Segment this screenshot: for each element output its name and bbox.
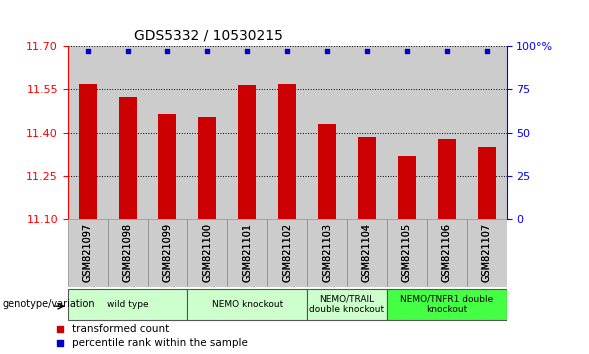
Bar	[318, 124, 336, 219]
Text: percentile rank within the sample: percentile rank within the sample	[72, 338, 247, 348]
Text: genotype/variation: genotype/variation	[3, 299, 95, 309]
Bar	[79, 84, 97, 219]
Text: GSM821097: GSM821097	[82, 223, 92, 282]
Bar	[239, 85, 256, 219]
FancyBboxPatch shape	[108, 219, 147, 287]
Text: GSM821107: GSM821107	[482, 223, 492, 282]
Text: GSM821098: GSM821098	[123, 223, 133, 282]
Text: GSM821102: GSM821102	[282, 223, 292, 282]
Text: GSM821100: GSM821100	[203, 223, 213, 282]
Text: wild type: wild type	[107, 300, 148, 309]
Point	[317, 269, 327, 275]
Text: GSM821101: GSM821101	[242, 223, 252, 282]
Bar	[427, 46, 466, 219]
Text: NEMO/TNFR1 double
knockout: NEMO/TNFR1 double knockout	[400, 295, 494, 314]
Point	[362, 48, 372, 54]
Bar	[147, 46, 187, 219]
Text: GSM821101: GSM821101	[242, 223, 252, 282]
Text: GSM821103: GSM821103	[322, 223, 332, 282]
FancyBboxPatch shape	[68, 219, 108, 287]
Text: GSM821104: GSM821104	[362, 223, 372, 282]
Bar	[358, 137, 376, 219]
FancyBboxPatch shape	[267, 219, 307, 287]
FancyBboxPatch shape	[466, 219, 507, 287]
Bar	[387, 46, 427, 219]
Text: GSM821103: GSM821103	[322, 223, 332, 282]
Point	[317, 141, 327, 146]
Bar	[478, 147, 495, 219]
Point	[243, 48, 252, 54]
FancyBboxPatch shape	[427, 219, 466, 287]
FancyBboxPatch shape	[307, 289, 387, 320]
Text: GSM821099: GSM821099	[163, 223, 173, 282]
Text: GDS5332 / 10530215: GDS5332 / 10530215	[134, 28, 283, 42]
Point	[163, 48, 172, 54]
Text: NEMO/TRAIL
double knockout: NEMO/TRAIL double knockout	[309, 295, 385, 314]
Bar	[466, 46, 507, 219]
Bar	[227, 46, 267, 219]
Bar	[347, 46, 387, 219]
Point	[402, 48, 412, 54]
Point	[83, 48, 92, 54]
Text: GSM821098: GSM821098	[123, 223, 133, 282]
Point	[442, 48, 451, 54]
FancyBboxPatch shape	[387, 219, 427, 287]
Text: GSM821097: GSM821097	[82, 223, 92, 282]
Point	[322, 48, 332, 54]
Bar	[438, 138, 456, 219]
FancyBboxPatch shape	[307, 219, 347, 287]
Bar	[278, 84, 296, 219]
Text: GSM821104: GSM821104	[362, 223, 372, 282]
Text: GSM821106: GSM821106	[442, 223, 452, 282]
Bar	[68, 46, 108, 219]
Point	[123, 48, 133, 54]
FancyBboxPatch shape	[387, 289, 507, 320]
Text: GSM821100: GSM821100	[203, 223, 213, 282]
Text: transformed count: transformed count	[72, 324, 169, 334]
Text: GSM821105: GSM821105	[402, 223, 412, 282]
Bar	[118, 97, 137, 219]
FancyBboxPatch shape	[187, 219, 227, 287]
Text: GSM821105: GSM821105	[402, 223, 412, 282]
Bar	[187, 46, 227, 219]
Point	[482, 48, 491, 54]
Bar	[307, 46, 347, 219]
Point	[203, 48, 212, 54]
Text: GSM821106: GSM821106	[442, 223, 452, 282]
FancyBboxPatch shape	[187, 289, 307, 320]
Text: NEMO knockout: NEMO knockout	[211, 300, 283, 309]
Bar	[108, 46, 147, 219]
FancyBboxPatch shape	[347, 219, 387, 287]
Bar	[267, 46, 307, 219]
Text: GSM821107: GSM821107	[482, 223, 492, 282]
Bar	[198, 117, 216, 219]
Bar	[158, 114, 177, 219]
Text: GSM821099: GSM821099	[163, 223, 173, 282]
Point	[283, 48, 292, 54]
FancyBboxPatch shape	[68, 289, 187, 320]
Text: GSM821102: GSM821102	[282, 223, 292, 282]
Bar	[398, 156, 416, 219]
FancyBboxPatch shape	[227, 219, 267, 287]
FancyBboxPatch shape	[147, 219, 187, 287]
